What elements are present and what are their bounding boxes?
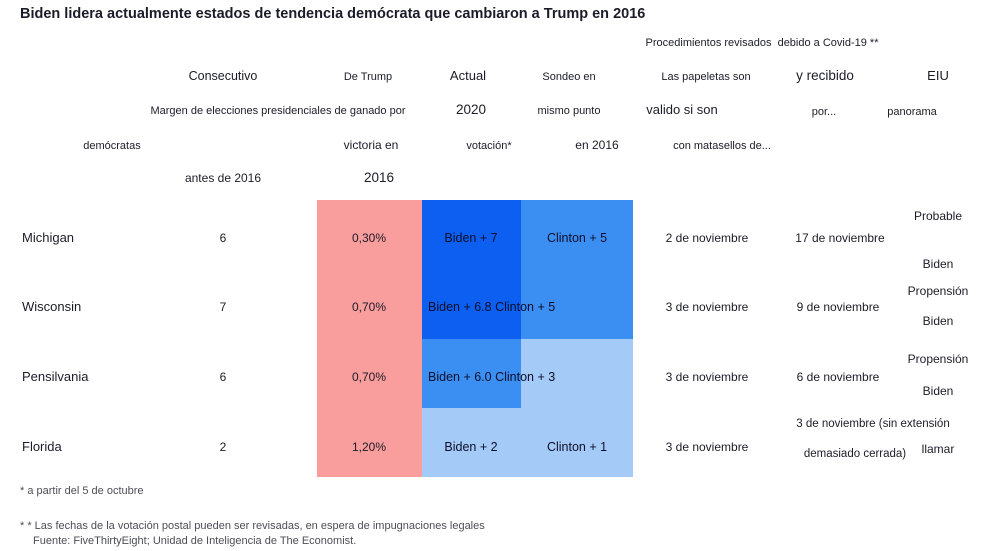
row-pensilvania-received-date: 6 de noviembre — [796, 370, 880, 384]
row-florida-received-line1: 3 de noviembre (sin extensión — [796, 418, 950, 430]
row-wisconsin-received-date: 9 de noviembre — [796, 300, 880, 314]
row-florida-received-line2: demasiado cerrada) — [803, 448, 907, 460]
header-por: por... — [811, 106, 837, 118]
biden-cell-michigan-wisconsin — [422, 200, 521, 339]
row-michigan-eiu-line2: Biden — [922, 257, 954, 271]
row-wisconsin-consecutive: 7 — [219, 300, 227, 314]
trump-margin-column-band — [317, 200, 422, 477]
row-florida-state: Florida — [22, 439, 62, 454]
row-florida-eiu-line1: llamar — [921, 442, 955, 456]
header-en-2016: en 2016 — [575, 138, 619, 152]
header-actual: Actual — [449, 68, 487, 83]
row-pensilvania-trump-margin: 0,70% — [351, 370, 387, 384]
row-michigan-received-date: 17 de noviembre — [795, 231, 885, 245]
header-margen: Margen de elecciones presidenciales de g… — [150, 105, 406, 117]
row-wisconsin-eiu-line2: Biden — [922, 314, 954, 328]
row-michigan-clinton-poll: Clinton + 5 — [546, 231, 608, 245]
row-pensilvania-eiu-line1: Propensión — [907, 352, 969, 366]
header-de-trump: De Trump — [343, 71, 393, 83]
header-panorama: panorama — [887, 106, 937, 118]
row-pensilvania-consecutive: 6 — [219, 370, 227, 384]
row-wisconsin-trump-margin: 0,70% — [351, 300, 387, 314]
header-antes-de-2016: antes de 2016 — [184, 171, 262, 185]
row-michigan-biden-poll: Biden + 7 — [444, 231, 498, 245]
row-michigan-eiu-line1: Probable — [913, 209, 963, 223]
header-valido: valido si son — [646, 102, 718, 117]
row-florida-biden-poll: Biden + 2 — [444, 440, 498, 454]
header-votacion: votación* — [466, 140, 512, 152]
biden-cell-florida — [422, 408, 521, 477]
row-wisconsin-polls-combined: Biden + 6.8 Clinton + 5 — [428, 300, 556, 314]
header-2020: 2020 — [455, 102, 487, 117]
header-papeletas: Las papeletas son — [661, 71, 751, 83]
clinton-cell-pensilvania-florida — [521, 339, 633, 477]
header-victoria-en: victoria en — [343, 138, 399, 152]
header-eiu: EIU — [927, 68, 949, 83]
row-pensilvania-polls-combined: Biden + 6.0 Clinton + 3 — [428, 370, 556, 384]
row-michigan-postmark-date: 2 de noviembre — [665, 231, 749, 245]
row-florida-postmark-date: 3 de noviembre — [665, 440, 749, 454]
row-wisconsin-postmark-date: 3 de noviembre — [665, 300, 749, 314]
header-consecutivo: Consecutivo — [188, 69, 258, 83]
header-covid-note: Procedimientos revisados debido a Covid-… — [645, 37, 879, 49]
footnote-asterisk: * a partir del 5 de octubre — [20, 485, 144, 497]
header-democratas: demócratas — [83, 140, 141, 152]
row-wisconsin-eiu-line1: Propensión — [907, 284, 969, 298]
row-florida-consecutive: 2 — [219, 440, 227, 454]
row-michigan-consecutive: 6 — [219, 231, 227, 245]
footnote-source: Fuente: FiveThirtyEight; Unidad de Intel… — [33, 535, 357, 547]
header-mismo-punto: mismo punto — [537, 105, 601, 117]
row-michigan-trump-margin: 0,30% — [351, 231, 387, 245]
row-pensilvania-postmark-date: 3 de noviembre — [665, 370, 749, 384]
page-title: Biden lidera actualmente estados de tend… — [20, 6, 646, 22]
row-pensilvania-state: Pensilvania — [22, 369, 89, 384]
row-florida-trump-margin: 1,20% — [351, 440, 387, 454]
biden-cell-pensilvania — [422, 339, 521, 408]
row-florida-clinton-poll: Clinton + 1 — [546, 440, 608, 454]
row-wisconsin-state: Wisconsin — [22, 299, 82, 314]
footnote-double-asterisk: * * Las fechas de la votación postal pue… — [20, 520, 485, 532]
header-sondeo-en: Sondeo en — [542, 71, 596, 83]
row-michigan-state: Michigan — [22, 230, 75, 245]
header-2016: 2016 — [363, 170, 395, 185]
row-pensilvania-eiu-line2: Biden — [922, 384, 954, 398]
clinton-cell-michigan-wisconsin — [521, 200, 633, 339]
header-recibido: y recibido — [796, 68, 854, 83]
header-matasellos: con matasellos de... — [673, 140, 771, 152]
